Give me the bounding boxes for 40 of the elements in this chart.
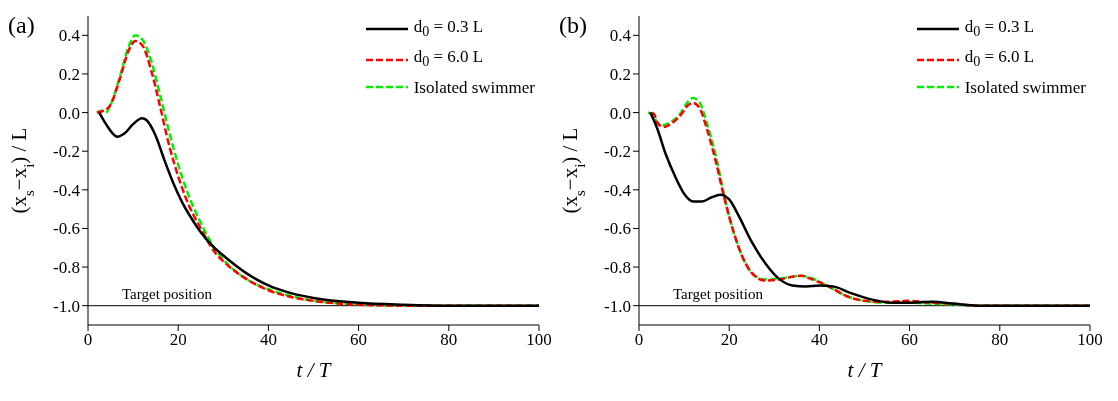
x-tick-label: 20 (169, 330, 187, 350)
x-tick-label: 100 (526, 330, 552, 350)
x-tick-label: 40 (259, 330, 277, 350)
y-tick-label: -0.4 (604, 180, 632, 200)
x-tick-label: 80 (440, 330, 458, 350)
legend-label: Isolated swimmer (964, 76, 1086, 99)
y-tick-label: -0.4 (53, 180, 81, 200)
x-axis-title: t / T (847, 358, 883, 382)
x-tick-label: 0 (83, 330, 93, 350)
x-tick-label: 20 (720, 330, 738, 350)
y-tick-label: -0.2 (604, 142, 631, 162)
y-tick-label: -0.6 (604, 219, 631, 239)
chart-title: (b) (559, 12, 587, 39)
y-tick-label: 0.0 (609, 103, 631, 123)
legend-label: d$_{0}$ = 6.0 L (413, 46, 484, 72)
legend-label: d$_{0}$ = 6.0 L (964, 46, 1035, 72)
y-tick-label: -1.0 (53, 296, 80, 316)
x-tick-label: 100 (1077, 330, 1103, 350)
y-tick-label: -0.2 (53, 142, 80, 162)
y-tick-label: 0.4 (58, 26, 81, 46)
y-tick-label: -0.6 (53, 219, 80, 239)
ref-line-label: Target position (122, 285, 213, 302)
y-tick-label: -1.0 (604, 296, 631, 316)
chart-title: (a) (8, 12, 35, 39)
legend-label: Isolated swimmer (413, 76, 535, 99)
legend-label: d$_{0}$ = 0.3 L (964, 16, 1035, 42)
y-tick-label: -0.8 (604, 258, 631, 278)
x-tick-label: 60 (901, 330, 919, 350)
y-tick-label: -0.8 (53, 258, 80, 278)
y-tick-label: 0.2 (609, 64, 631, 84)
x-axis-title: t / T (296, 358, 332, 382)
y-tick-label: 0.2 (58, 64, 80, 84)
legend-label: d$_{0}$ = 0.3 L (413, 16, 484, 42)
x-tick-label: 80 (991, 330, 1009, 350)
y-tick-label: 0.0 (58, 103, 80, 123)
x-tick-label: 40 (810, 330, 828, 350)
y-tick-label: 0.4 (609, 26, 632, 46)
ref-line-label: Target position (673, 285, 764, 302)
x-tick-label: 60 (350, 330, 368, 350)
x-tick-label: 0 (634, 330, 644, 350)
